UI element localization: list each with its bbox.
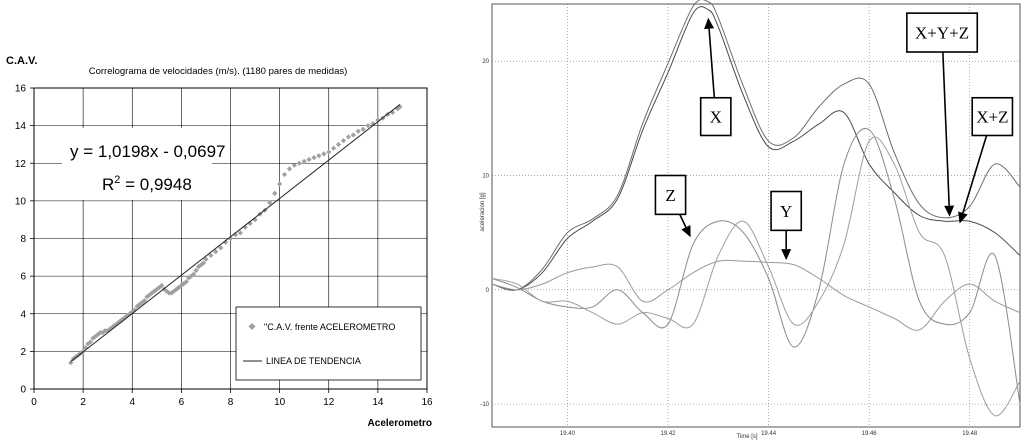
scatter-point [277,181,282,186]
y-tick-label: 6 [20,272,26,283]
y-tick-label: 4 [20,309,26,320]
legend-box [236,307,421,380]
y-tick-label: 14 [15,121,27,132]
scatter-point [272,191,277,196]
x-tick-label: 16 [421,397,433,408]
scatter-point [316,153,321,158]
corner-label: C.A.V. [6,55,37,67]
scatter-point [307,157,312,162]
x-tick-label: 2 [80,397,86,408]
x-tick-label: 12 [323,397,335,408]
legend-label-trend: LINEA DE TENDENCIA [266,356,361,366]
scatter-point [356,129,361,134]
scatter-point [297,161,302,166]
scatter-point [321,151,326,156]
y-tick-label: 20 [482,59,489,65]
y-tick-labels-right: 20 10 0 -10 [480,59,489,408]
y-tick-label: -10 [480,402,489,408]
legend-label-points: "C.A.V. frente ACELEROMETRO [264,322,395,332]
x-tick-label: 19.44 [761,431,777,437]
callout-label: Z [665,186,675,205]
x-axis-label: Acelerometro [368,418,432,429]
x-tick-labels: 0 2 4 6 8 10 12 14 16 [31,397,433,408]
callout-label: Y [780,202,792,221]
x-tick-label: 19.46 [862,431,878,437]
y-tick-label: 2 [20,347,26,358]
x-tick-label: 4 [129,397,135,408]
plot-area-right [492,4,1020,427]
correlogram-chart: C.A.V. Correlograma de velocidades (m/s)… [6,55,433,429]
scatter-point [311,155,316,160]
callout-label: X [710,108,722,127]
x-tick-label: 8 [228,397,234,408]
equation-text: y = 1,0198x - 0,0697 [70,142,225,161]
scatter-point [282,172,287,177]
callout-label: X+Y+Z [915,24,969,43]
y-tick-label: 10 [15,196,27,207]
x-tick-label: 19.42 [660,431,676,437]
y-tick-label: 16 [15,84,27,95]
acceleration-chart: 19.40 19.42 19.44 19.46 19.48 20 10 0 -10 X X+Y+… [480,0,1020,440]
chart-title: Correlograma de velocidades (m/s). (1180… [89,66,348,77]
scatter-point [336,142,341,147]
x-tick-labels-right: 19.40 19.42 19.44 19.46 19.48 [560,431,978,437]
y-tick-label: 0 [486,288,490,294]
scatter-point [287,166,292,171]
x-tick-label: 10 [274,397,286,408]
x-tick-label: 19.48 [962,431,978,437]
x-tick-label: 0 [31,397,37,408]
y-axis-label-right: aceleracion [g] [480,192,486,231]
x-tick-label: 19.40 [560,431,576,437]
callout-label: X+Z [976,108,1008,127]
y-tick-label: 10 [482,173,489,179]
scatter-point [331,146,336,151]
x-tick-label: 14 [372,397,384,408]
y-tick-label: 0 [20,385,26,396]
x-tick-label: 6 [179,397,185,408]
y-tick-label: 12 [15,159,27,170]
scatter-point [326,149,331,154]
y-tick-label: 8 [20,234,26,245]
x-axis-label-right: Time [s] [736,434,757,440]
scatter-point [351,132,356,137]
scatter-point [346,134,351,139]
y-tick-labels: 0 2 4 6 8 10 12 14 16 [15,84,27,396]
scatter-point [341,138,346,143]
